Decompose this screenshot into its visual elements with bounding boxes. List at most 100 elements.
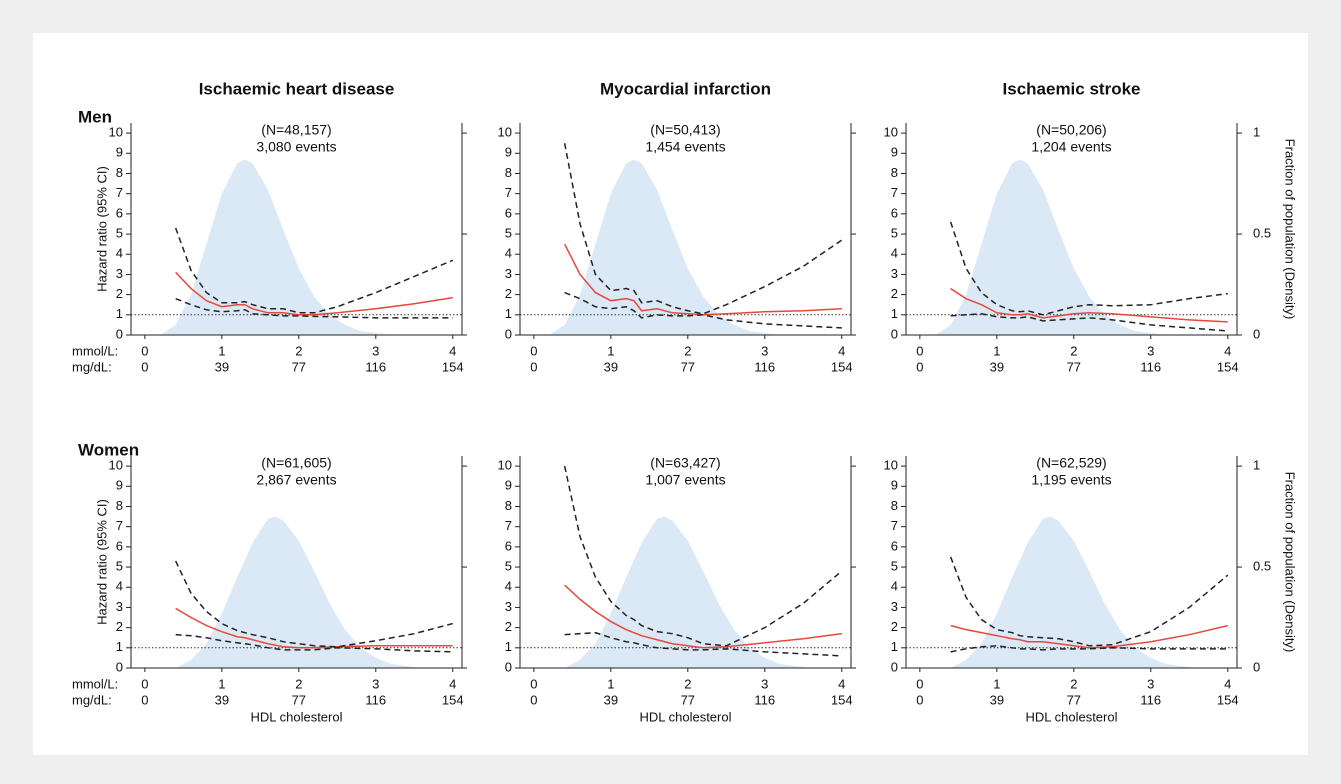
y-tick-label: 3 xyxy=(891,266,898,281)
y-axis-label: Hazard ratio (95% CI) xyxy=(94,166,109,292)
y-tick-label: 9 xyxy=(116,145,123,160)
y-tick-label: 9 xyxy=(505,145,512,160)
column-title: Ischaemic stroke xyxy=(1003,79,1141,98)
x-axis-label: HDL cholesterol xyxy=(250,709,342,724)
y2-tick-label: 0.5 xyxy=(1253,225,1271,240)
y-tick-label: 1 xyxy=(891,306,898,321)
x-tick-label: 3 xyxy=(761,676,768,691)
y-tick-label: 7 xyxy=(116,185,123,200)
ci-line xyxy=(564,631,842,657)
x2-tick-label: 0 xyxy=(141,692,148,707)
y-tick-label: 6 xyxy=(891,538,898,553)
y-tick-label: 3 xyxy=(891,599,898,614)
y-tick-label: 8 xyxy=(891,498,898,513)
y-tick-label: 7 xyxy=(891,518,898,533)
y-tick-label: 4 xyxy=(891,246,898,261)
panel-annotation: (N=63,427) xyxy=(650,455,720,471)
x2-tick-label: 154 xyxy=(1217,359,1239,374)
y2-axis-label: Fraction of population (Density) xyxy=(1283,139,1298,320)
ci-line xyxy=(949,556,1229,647)
y-tick-label: 0 xyxy=(116,659,123,674)
x-unit-label: mmol/L: xyxy=(72,343,118,358)
x-unit-label: mg/dL: xyxy=(72,692,112,707)
x-unit-label: mmol/L: xyxy=(72,676,118,691)
y-tick-label: 2 xyxy=(505,619,512,634)
y-tick-label: 10 xyxy=(109,458,123,473)
x2-tick-label: 77 xyxy=(1067,359,1081,374)
x-tick-label: 3 xyxy=(1147,343,1154,358)
ci-line xyxy=(175,633,453,653)
y-tick-label: 4 xyxy=(116,579,123,594)
y2-tick-label: 0 xyxy=(1253,326,1260,341)
y-tick-label: 10 xyxy=(884,458,898,473)
x-tick-label: 0 xyxy=(141,676,148,691)
y-tick-label: 0 xyxy=(505,659,512,674)
y-tick-label: 10 xyxy=(498,458,512,473)
y-tick-label: 5 xyxy=(891,558,898,573)
y-tick-label: 5 xyxy=(116,225,123,240)
density-area xyxy=(950,516,1197,668)
x2-tick-label: 0 xyxy=(141,359,148,374)
y-tick-label: 0 xyxy=(505,326,512,341)
y-tick-label: 0 xyxy=(891,326,898,341)
y-tick-label: 7 xyxy=(505,518,512,533)
x-tick-label: 3 xyxy=(1147,676,1154,691)
x-tick-label: 0 xyxy=(916,343,923,358)
y-tick-label: 9 xyxy=(891,145,898,160)
x2-tick-label: 0 xyxy=(916,692,923,707)
x-tick-label: 3 xyxy=(372,676,379,691)
y-axis-label: Hazard ratio (95% CI) xyxy=(94,499,109,625)
row-label: Women xyxy=(78,440,139,459)
ci-line xyxy=(949,221,1228,316)
y-tick-label: 3 xyxy=(505,266,512,281)
y2-tick-label: 0 xyxy=(1253,659,1260,674)
x-tick-label: 0 xyxy=(916,676,923,691)
x2-tick-label: 77 xyxy=(681,359,695,374)
y2-tick-label: 1 xyxy=(1253,458,1260,473)
y-tick-label: 4 xyxy=(891,579,898,594)
y-tick-label: 3 xyxy=(505,599,512,614)
x2-tick-label: 77 xyxy=(292,359,306,374)
y-tick-label: 9 xyxy=(891,478,898,493)
y-tick-label: 6 xyxy=(116,538,123,553)
x-tick-label: 2 xyxy=(684,676,691,691)
x-tick-label: 4 xyxy=(1224,343,1231,358)
hazard-line xyxy=(563,243,842,316)
y-tick-label: 4 xyxy=(116,246,123,261)
y-tick-label: 9 xyxy=(505,478,512,493)
x-tick-label: 4 xyxy=(838,343,845,358)
y-tick-label: 8 xyxy=(505,498,512,513)
y-tick-label: 8 xyxy=(505,165,512,180)
panel-annotation: (N=48,157) xyxy=(261,122,331,138)
x-tick-label: 0 xyxy=(530,343,537,358)
column-title: Ischaemic heart disease xyxy=(199,79,395,98)
x2-tick-label: 77 xyxy=(292,692,306,707)
density-area xyxy=(935,159,1182,335)
y-tick-label: 8 xyxy=(116,165,123,180)
y-tick-label: 6 xyxy=(505,538,512,553)
x-tick-label: 3 xyxy=(761,343,768,358)
x-tick-label: 2 xyxy=(1070,676,1077,691)
x2-tick-label: 39 xyxy=(604,692,618,707)
y-tick-label: 10 xyxy=(498,125,512,140)
x2-tick-label: 154 xyxy=(1217,692,1239,707)
x2-tick-label: 116 xyxy=(1140,359,1161,374)
y-tick-label: 10 xyxy=(109,125,123,140)
y-tick-label: 5 xyxy=(891,225,898,240)
x-tick-label: 0 xyxy=(530,676,537,691)
ci-line xyxy=(563,143,843,315)
x2-tick-label: 77 xyxy=(1067,692,1081,707)
panel-annotation: (N=50,206) xyxy=(1036,122,1106,138)
x2-tick-label: 39 xyxy=(215,692,229,707)
hazard-line xyxy=(950,287,1228,323)
y-tick-label: 5 xyxy=(116,558,123,573)
x2-tick-label: 0 xyxy=(530,359,537,374)
x2-tick-label: 116 xyxy=(365,359,386,374)
x-tick-label: 0 xyxy=(141,343,148,358)
x2-tick-label: 154 xyxy=(442,692,464,707)
x2-tick-label: 0 xyxy=(916,359,923,374)
y-tick-label: 2 xyxy=(891,286,898,301)
y-tick-label: 4 xyxy=(505,579,512,594)
y-tick-label: 5 xyxy=(505,558,512,573)
